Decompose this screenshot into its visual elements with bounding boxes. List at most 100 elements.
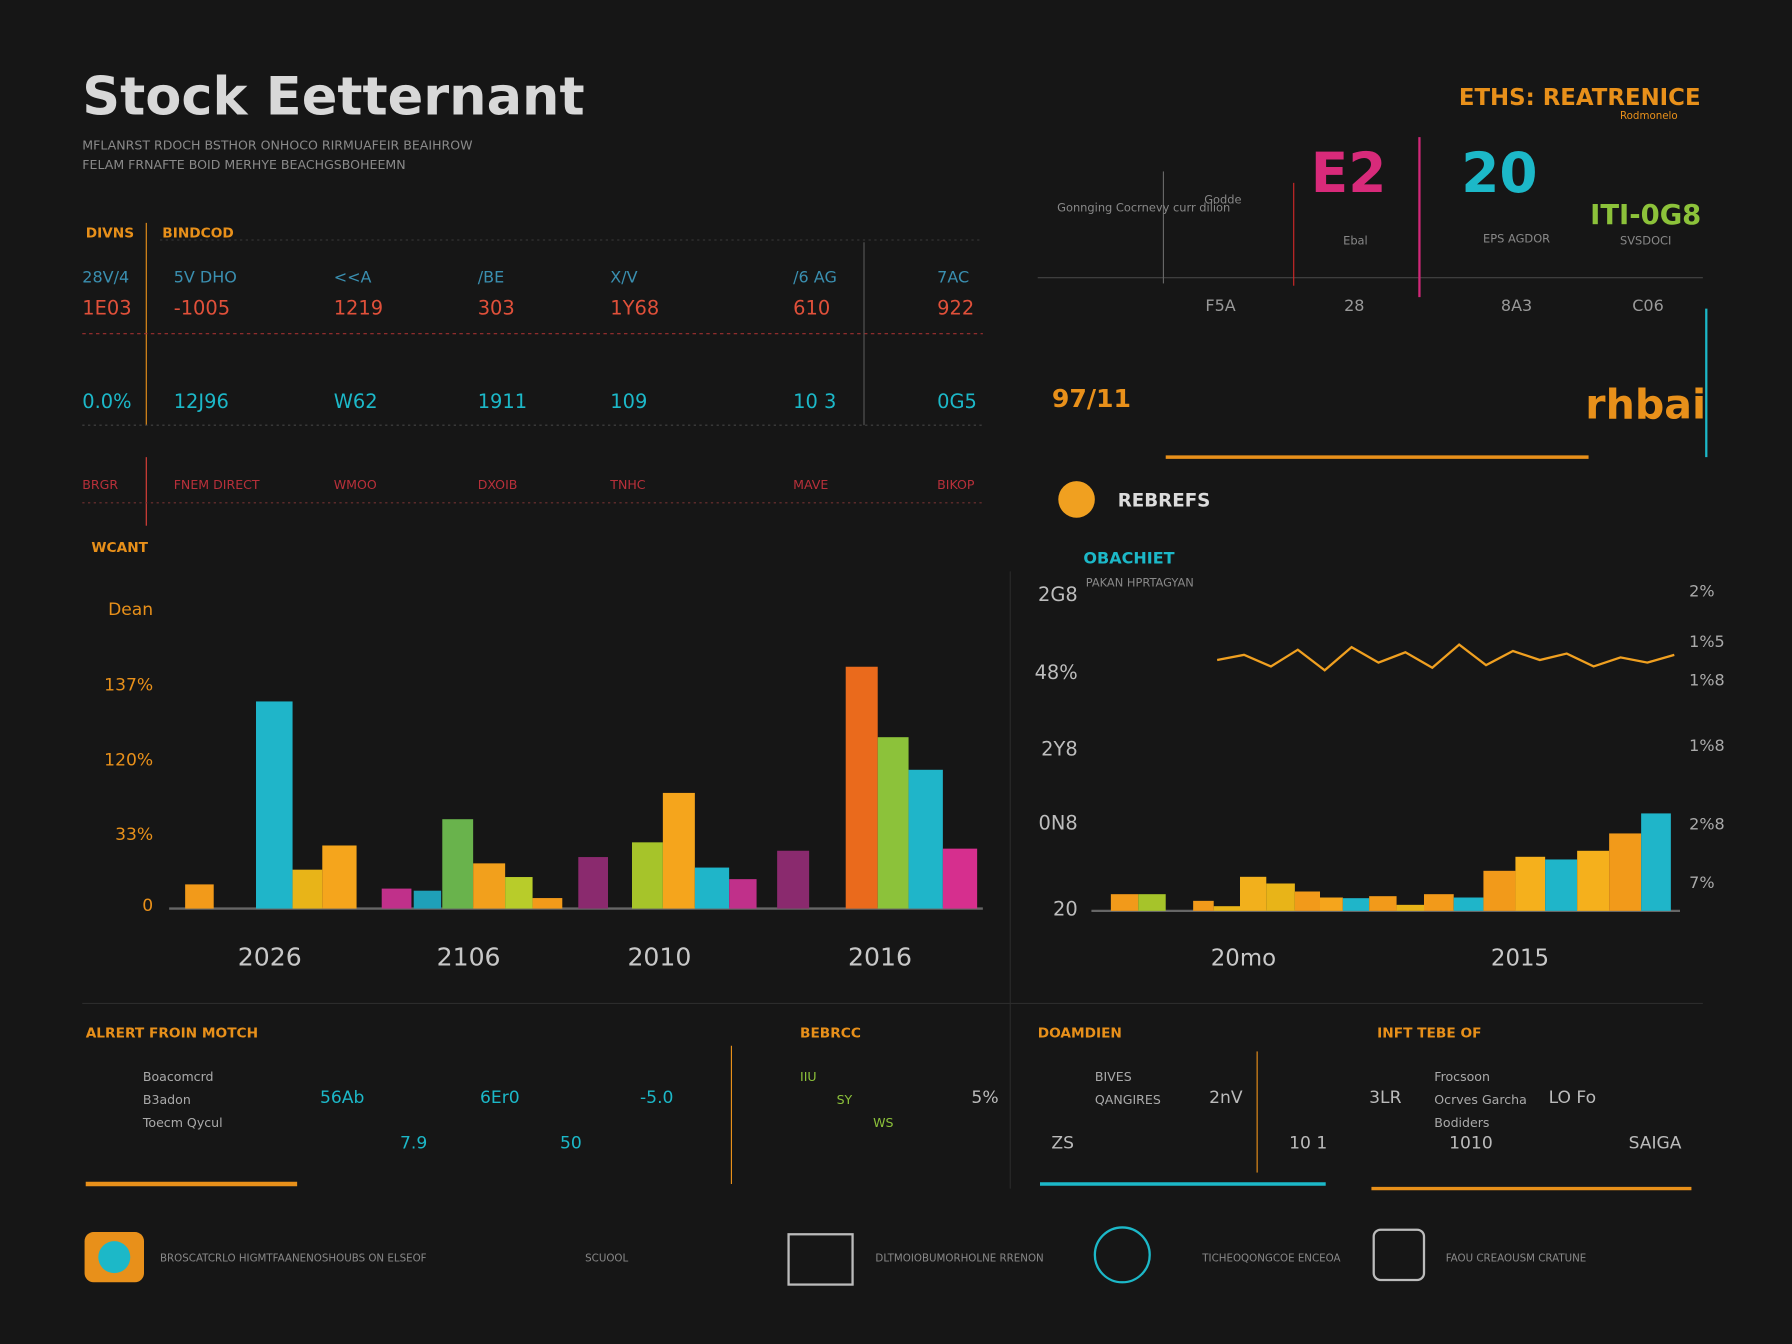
tile-caption: SVSDOCI: [1620, 234, 1671, 248]
bar: [578, 857, 608, 909]
bar: [473, 863, 506, 909]
footer-text: DLTMOIOBUMORHOLNE RRENON: [875, 1253, 1043, 1265]
bar: [1138, 894, 1166, 911]
x-tick-label: 20mo: [1211, 946, 1276, 972]
bar: [381, 888, 412, 909]
bar: [1193, 900, 1214, 911]
y-tick-label: 20: [1053, 897, 1078, 920]
bar: [694, 867, 730, 909]
footer-text: BROSCATCRLO HIGMTFAANENOSHOUBS ON ELSEOF: [160, 1253, 427, 1265]
x-tick-label: 2015: [1491, 946, 1549, 972]
layout-lines: [82, 137, 1708, 1191]
table-cell: 610: [793, 296, 830, 319]
table-cell: 12J96: [174, 390, 229, 413]
panel-item: Bodiders: [1434, 1115, 1489, 1130]
panel-value: 3LR: [1369, 1088, 1401, 1108]
y-tick-label: 137%: [104, 675, 153, 695]
y2-tick-label: 1%5: [1689, 632, 1725, 651]
footer-text: TICHEOQONGCOE ENCEOA: [1201, 1253, 1340, 1265]
chart-title: OBACHIET: [1083, 548, 1174, 567]
panel-title: DOAMDIEN: [1038, 1026, 1122, 1042]
panel-value: 1010: [1449, 1134, 1493, 1154]
table-cell: BIKOP: [937, 477, 975, 492]
bar: [413, 890, 442, 909]
table-cell: WMOO: [334, 477, 377, 492]
x-tick-label: 2106: [437, 943, 501, 972]
panel-value: -5.0: [640, 1088, 673, 1108]
axis-label: F5A: [1205, 296, 1235, 315]
table-cell: /BE: [478, 267, 504, 286]
table-cell: 1E03: [82, 296, 131, 319]
panel-value: 7.9: [400, 1134, 427, 1154]
y2-tick-label: 7%: [1689, 873, 1714, 892]
y2-tick-label: 1%8: [1689, 671, 1725, 690]
panel-title: BEBRCC: [800, 1026, 861, 1042]
icon: [787, 1233, 854, 1286]
tile-caption: Ebal: [1343, 234, 1368, 248]
x-tick-label: 2016: [848, 943, 912, 972]
table-header: DIVNS: [86, 226, 134, 242]
line: [1216, 643, 1675, 672]
bar: [1577, 850, 1610, 911]
panel-title: INFT TEBE OF: [1377, 1026, 1481, 1042]
axis-label: 8A3: [1501, 296, 1532, 315]
bar: [1294, 891, 1320, 911]
panel-value: SAIGA: [1629, 1134, 1682, 1154]
page-title: Stock Eetternant: [82, 66, 584, 127]
panel-item: B3adon: [143, 1092, 191, 1107]
bar: [1609, 833, 1642, 911]
panel-item: IIU: [800, 1069, 817, 1084]
bar: [1320, 897, 1343, 911]
table-cell: -1005: [174, 296, 230, 319]
table-cell: 303: [478, 296, 515, 319]
tile-value: 97/11: [1052, 384, 1131, 413]
table-cell: 28V/4: [82, 267, 129, 286]
subtitle: MFLANRST RDOCH BSTHOR ONHOCO RIRMUAFEIR …: [82, 138, 473, 153]
tile-value: ITI-0G8: [1590, 200, 1701, 231]
table-cell: 7AC: [937, 267, 969, 286]
tile-value: 20: [1461, 141, 1537, 205]
app-icon: [98, 1241, 131, 1274]
table-cell: W62: [334, 390, 378, 413]
panel-item: Toecm Qycul: [142, 1115, 223, 1130]
table-cell: 1Y68: [610, 296, 659, 319]
table-cell: 10 3: [793, 390, 836, 413]
footer-text: FAOU CREAOUSM CRATUNE: [1446, 1253, 1587, 1265]
table-cell: 0G5: [937, 390, 977, 413]
panel-value: 6Er0: [480, 1088, 520, 1108]
x-tick-label: 2010: [627, 943, 691, 972]
bar: [1369, 896, 1397, 911]
bar: [1483, 870, 1516, 911]
bar: [877, 737, 909, 909]
icon: [1058, 481, 1095, 518]
section-title: REBREFS: [1118, 490, 1211, 511]
bar: [908, 769, 943, 909]
panel-title: ETHS: REATRENICE: [1459, 85, 1701, 111]
axis-label: 28: [1344, 296, 1364, 315]
panel-title: ALRERT FROIN MOTCH: [86, 1026, 258, 1042]
panel-item: BIVES: [1095, 1069, 1132, 1084]
panel-value: 56Ab: [320, 1088, 364, 1108]
table-header: BINDCOD: [162, 226, 233, 242]
y2-tick-label: 1%8: [1689, 736, 1725, 755]
y-tick-label: 120%: [104, 751, 153, 771]
table-cell: DXOIB: [478, 477, 518, 492]
tile-value: E2: [1311, 141, 1387, 205]
bar: [1213, 906, 1240, 911]
panel-value: ZS: [1051, 1134, 1074, 1154]
panel-value: 10 1: [1289, 1134, 1327, 1154]
subtitle: FELAM FRNAFTE BOID MERHYE BEACHGSBOHEEMN: [82, 157, 405, 172]
bar: [1396, 904, 1424, 911]
table-cell: 5V DHO: [174, 267, 237, 286]
panel-item: SY: [837, 1092, 853, 1107]
y-tick-label: 0: [142, 896, 153, 916]
y-tick-label: 2Y8: [1041, 737, 1078, 760]
panel-item: Boacomcrd: [143, 1069, 214, 1084]
bar: [1641, 813, 1671, 911]
table-cell: BRGR: [82, 477, 118, 492]
bar: [777, 850, 810, 909]
panel-value: 5%: [971, 1088, 998, 1108]
icon: [1093, 1226, 1151, 1284]
